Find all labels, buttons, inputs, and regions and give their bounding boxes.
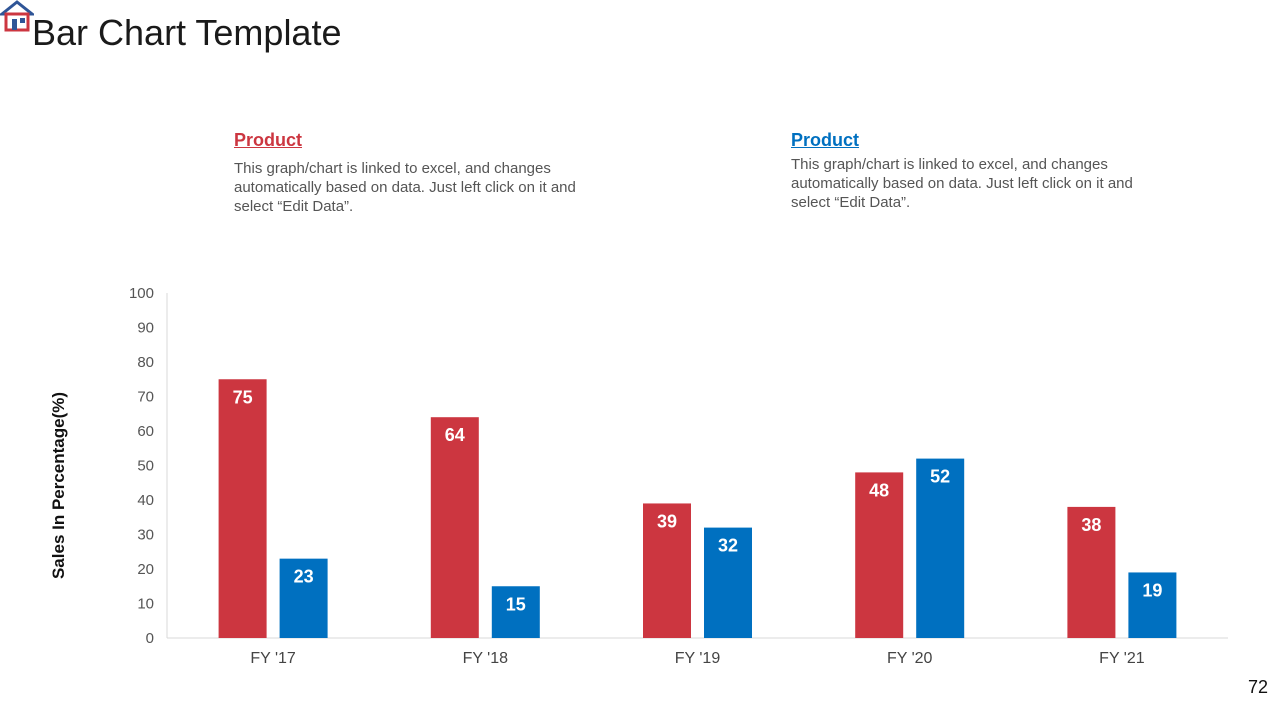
y-tick-label: 10 — [137, 596, 154, 613]
data-label: 64 — [445, 425, 465, 445]
legend-block-red: Product This graph/chart is linked to ex… — [234, 130, 614, 216]
x-tick-label: FY '17 — [250, 650, 296, 667]
legend-heading-blue: Product — [791, 130, 860, 150]
page-number: 72 — [1247, 677, 1268, 697]
bar-red — [643, 503, 691, 638]
data-label: 15 — [506, 594, 526, 614]
bar-blue — [704, 527, 752, 638]
bar-blue — [916, 458, 965, 638]
y-tick-label: 50 — [137, 458, 154, 475]
data-label: 19 — [1142, 580, 1162, 600]
bar-red — [430, 417, 479, 638]
bar-blue — [1128, 572, 1177, 638]
data-label: 52 — [930, 467, 950, 487]
x-tick-label: FY '20 — [887, 650, 933, 667]
x-tick-label: FY '21 — [1099, 650, 1145, 667]
bar-red — [1067, 506, 1116, 638]
data-label: 75 — [233, 387, 253, 407]
data-label: 39 — [657, 511, 677, 531]
y-tick-label: 20 — [137, 561, 154, 578]
y-tick-label: 60 — [137, 423, 154, 440]
legend-heading-red: Product — [234, 130, 303, 150]
data-label: 23 — [294, 567, 314, 587]
y-tick-label: 70 — [137, 389, 154, 406]
legend-text-blue: This graph/chart is linked to excel, and… — [791, 156, 1133, 211]
bar-red — [218, 379, 267, 638]
data-label: 48 — [869, 480, 889, 500]
legend-block-blue: Product This graph/chart is linked to ex… — [791, 130, 1171, 212]
y-tick-label: 90 — [137, 320, 154, 337]
data-label: 32 — [718, 536, 738, 556]
house-logo-icon — [0, 0, 34, 32]
y-axis-title: Sales In Percentage(%) — [49, 392, 68, 579]
bar-red — [855, 472, 904, 638]
y-tick-label: 0 — [146, 630, 154, 647]
x-tick-label: FY '19 — [675, 650, 721, 667]
y-tick-label: 100 — [129, 285, 154, 302]
y-tick-label: 30 — [137, 527, 154, 544]
y-tick-label: 40 — [137, 492, 154, 509]
bar-blue — [491, 586, 540, 638]
bar-chart: 0 10 20 30 40 50 60 70 80 90 100 Sales In Percentag… — [49, 285, 1228, 667]
legend-text-red: This graph/chart is linked to excel, and… — [234, 160, 576, 215]
data-label: 38 — [1081, 515, 1101, 535]
page-title: Bar Chart Template — [32, 12, 342, 53]
bar-blue — [279, 558, 328, 638]
y-tick-label: 80 — [137, 354, 154, 371]
x-tick-label: FY '18 — [463, 650, 509, 667]
